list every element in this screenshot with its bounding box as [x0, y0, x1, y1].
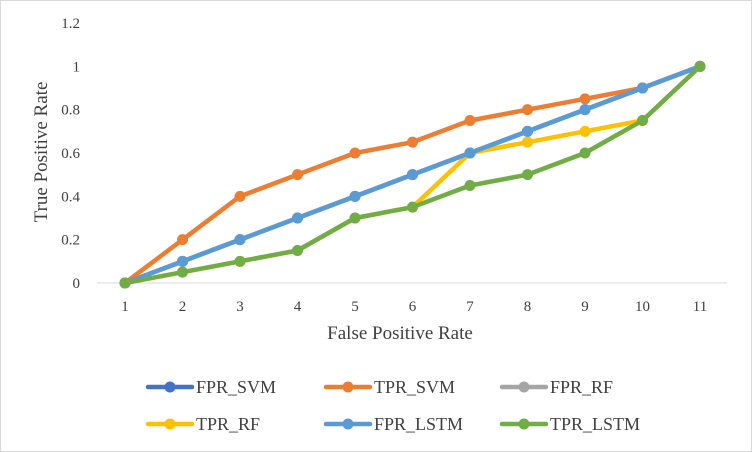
- y-tick-label: 1: [73, 59, 81, 75]
- data-point-tpr-lstm: [637, 115, 648, 126]
- legend: FPR_SVM TPR_SVM FPR_RF TPR_RF FPR_LSTM TPR_LS…: [145, 377, 640, 434]
- legend-label-fpr-svm: FPR_SVM: [196, 377, 276, 397]
- x-tick-label: 3: [236, 299, 244, 315]
- legend-marker-tpr-rf: [164, 418, 176, 430]
- data-point-fpr-lstm: [234, 234, 246, 246]
- data-point-tpr-lstm: [579, 147, 591, 159]
- legend-label-fpr-lstm: FPR_LSTM: [374, 414, 463, 434]
- legend-marker-fpr-svm: [164, 381, 176, 393]
- data-point-tpr-lstm: [119, 277, 131, 289]
- data-point-tpr-lstm: [349, 212, 361, 224]
- legend-label-tpr-svm: TPR_SVM: [374, 377, 455, 397]
- legend-marker-tpr-svm: [342, 381, 354, 393]
- data-point-tpr-lstm: [522, 169, 533, 181]
- x-tick-label: 4: [294, 299, 302, 315]
- data-point-tpr-svm: [349, 147, 361, 159]
- data-point-tpr-svm: [177, 234, 188, 246]
- x-tick-label: 5: [351, 299, 359, 315]
- data-point-tpr-lstm: [234, 255, 246, 267]
- x-tick-label: 9: [581, 299, 589, 315]
- legend-marker-fpr-rf: [518, 381, 530, 393]
- data-point-tpr-lstm: [694, 60, 706, 72]
- legend-marker-fpr-lstm: [342, 418, 354, 430]
- x-tick-label: 6: [409, 299, 417, 315]
- data-point-fpr-lstm: [522, 125, 533, 137]
- x-tick-label: 11: [693, 299, 707, 315]
- data-point-tpr-svm: [464, 115, 476, 126]
- y-tick-label: 0.6: [61, 146, 80, 162]
- x-tick-label: 10: [635, 299, 650, 315]
- x-tick-label: 1: [121, 299, 129, 315]
- data-point-tpr-svm: [522, 104, 533, 116]
- data-point-fpr-lstm: [637, 82, 648, 94]
- data-point-tpr-rf: [579, 125, 591, 137]
- legend-label-tpr-lstm: TPR_LSTM: [550, 414, 640, 434]
- data-point-tpr-lstm: [464, 180, 476, 191]
- data-point-tpr-svm: [234, 190, 246, 202]
- y-tick-label: 0.8: [61, 103, 80, 119]
- x-tick-label: 8: [524, 299, 532, 315]
- x-tick-label: 2: [179, 299, 187, 315]
- data-point-fpr-lstm: [349, 190, 361, 202]
- data-point-fpr-lstm: [177, 255, 188, 267]
- data-point-fpr-lstm: [407, 169, 418, 181]
- data-point-tpr-svm: [407, 136, 418, 148]
- y-tick-label: 1.2: [61, 16, 80, 32]
- data-point-tpr-lstm: [177, 266, 188, 278]
- data-point-fpr-lstm: [292, 212, 303, 224]
- legend-marker-tpr-lstm: [518, 418, 530, 430]
- legend-label-fpr-rf: FPR_RF: [550, 377, 613, 397]
- data-point-fpr-lstm: [464, 147, 476, 159]
- x-axis-title: False Positive Rate: [327, 323, 473, 344]
- y-axis-title: True Positive Rate: [31, 82, 52, 223]
- legend-label-tpr-rf: TPR_RF: [196, 414, 260, 434]
- data-point-fpr-lstm: [579, 104, 591, 116]
- y-tick-label: 0.2: [61, 233, 80, 249]
- x-tick-label: 7: [466, 299, 474, 315]
- data-point-tpr-svm: [579, 93, 591, 105]
- y-tick-label: 0.4: [61, 189, 80, 205]
- data-point-tpr-lstm: [292, 245, 303, 256]
- plot-area: 0 0.2 0.4 0.6 0.8 1 1.2 1 2 3 4 5 6 7 8 9 10 11: [61, 16, 727, 315]
- y-tick-label: 0: [73, 276, 81, 292]
- data-point-tpr-rf: [522, 136, 533, 148]
- data-point-tpr-svm: [292, 169, 303, 181]
- data-point-tpr-lstm: [407, 201, 418, 213]
